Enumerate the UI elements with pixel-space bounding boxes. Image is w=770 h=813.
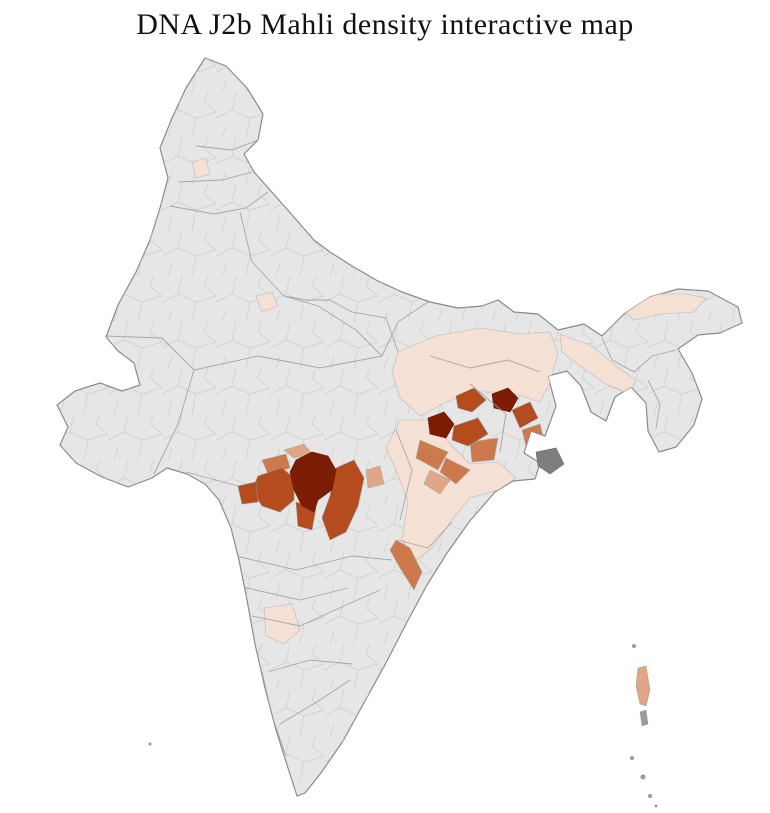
density-region-north-small[interactable] bbox=[191, 157, 211, 179]
density-region-deccan-patch[interactable] bbox=[263, 603, 301, 645]
andaman-nicobar-islands[interactable] bbox=[630, 644, 658, 808]
density-region-jh-s2[interactable] bbox=[469, 437, 499, 463]
island-dot[interactable] bbox=[630, 756, 634, 760]
lakshadweep-dot[interactable] bbox=[148, 742, 152, 746]
andaman-main-island[interactable] bbox=[635, 665, 651, 707]
density-region-jh-s3[interactable] bbox=[439, 457, 471, 485]
density-region-jh-mid[interactable] bbox=[451, 417, 489, 447]
density-region-core-far-west[interactable] bbox=[237, 481, 259, 505]
island-dot[interactable] bbox=[654, 804, 658, 808]
density-region-jh-upper[interactable] bbox=[455, 387, 487, 413]
state-boundaries bbox=[105, 139, 677, 757]
density-region-bengal-east[interactable] bbox=[511, 401, 539, 429]
island-dot[interactable] bbox=[632, 644, 636, 648]
density-region-upper-small[interactable] bbox=[255, 291, 279, 313]
density-region-jharkhand-core[interactable] bbox=[427, 411, 455, 439]
density-region-jh-south-rim[interactable] bbox=[423, 469, 451, 495]
density-region-core-east[interactable] bbox=[321, 459, 365, 541]
island-dot[interactable] bbox=[648, 794, 652, 798]
sundarbans-delta[interactable] bbox=[535, 447, 565, 475]
density-region-gangetic-plain[interactable] bbox=[391, 327, 559, 417]
island-small[interactable] bbox=[639, 709, 649, 727]
page-title: DNA J2b Mahli density interactive map bbox=[136, 8, 634, 41]
density-region-central-core[interactable] bbox=[289, 451, 337, 513]
density-region-jh-s1[interactable] bbox=[415, 439, 449, 471]
island-dot[interactable] bbox=[640, 774, 646, 780]
density-region-bengal-core[interactable] bbox=[491, 387, 519, 413]
density-region-core-east-rim[interactable] bbox=[365, 465, 385, 489]
density-region-odisha-coast[interactable] bbox=[389, 539, 423, 591]
